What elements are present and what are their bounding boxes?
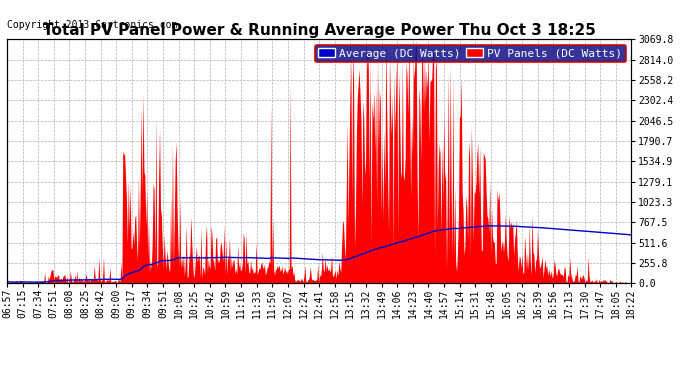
Title: Total PV Panel Power & Running Average Power Thu Oct 3 18:25: Total PV Panel Power & Running Average P… bbox=[43, 23, 595, 38]
Legend: Average (DC Watts), PV Panels (DC Watts): Average (DC Watts), PV Panels (DC Watts) bbox=[315, 45, 626, 62]
Text: Copyright 2013 Cartronics.com: Copyright 2013 Cartronics.com bbox=[7, 20, 177, 30]
